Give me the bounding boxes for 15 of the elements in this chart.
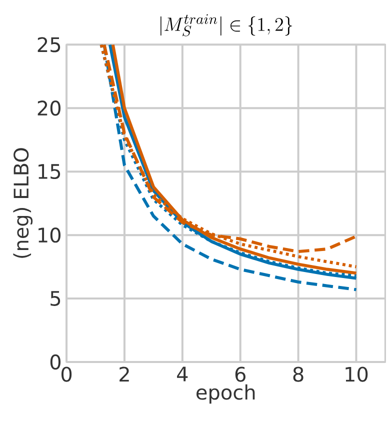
- y-tick-label: 25: [38, 37, 60, 52]
- x-tick-label: 6: [235, 366, 246, 382]
- y-tick-label: 20: [38, 100, 60, 116]
- x-tick-label: 10: [346, 366, 368, 382]
- x-tick-label: 4: [177, 366, 188, 382]
- y-axis-title: (neg) ELBO: [13, 148, 33, 258]
- y-tick-label: 0: [50, 354, 60, 370]
- y-tick-label: 15: [38, 164, 60, 180]
- x-tick-label: 0: [61, 366, 72, 382]
- x-axis-title: epoch: [196, 384, 255, 404]
- x-tick-label: 8: [293, 366, 304, 382]
- y-tick-label: 5: [50, 291, 60, 306]
- x-tick-label: 2: [120, 366, 129, 382]
- chart-title: $|M_S^{train}| \in \{1,2\}$: [160, 14, 292, 36]
- y-tick-label: 10: [38, 227, 60, 243]
